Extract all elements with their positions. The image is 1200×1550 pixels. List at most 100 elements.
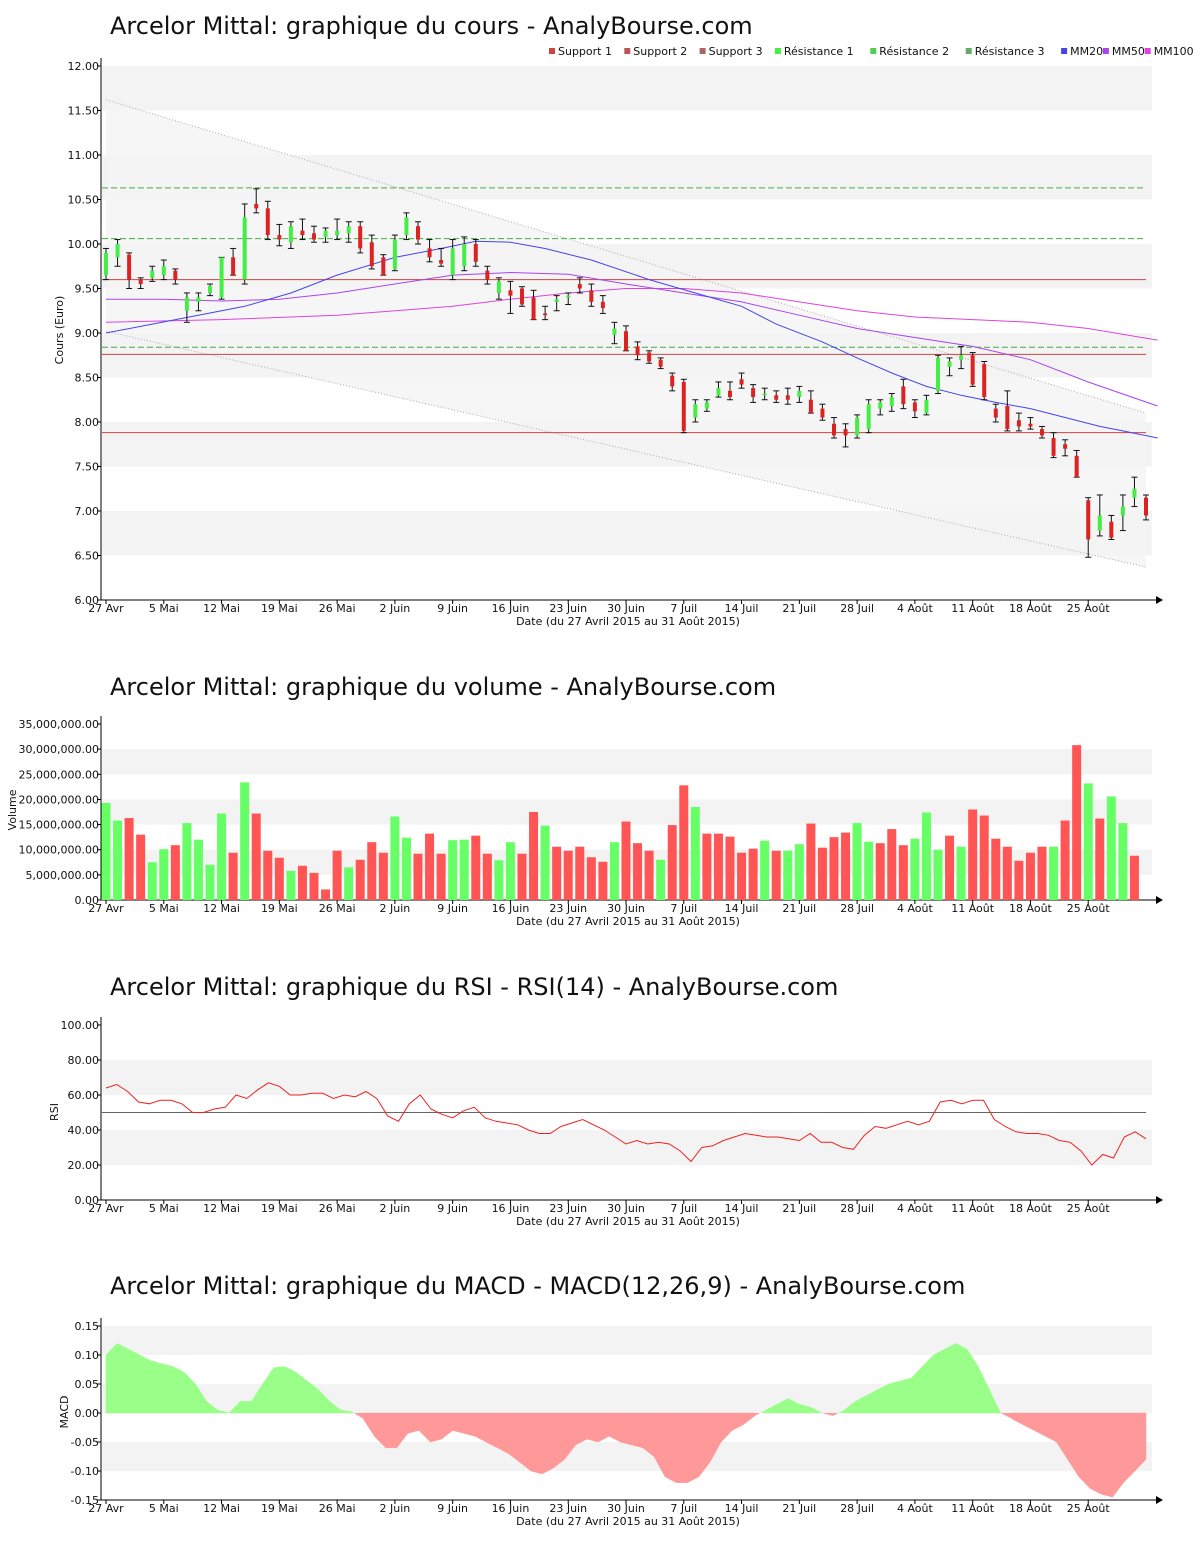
macd-x-tick-label: 14 Juil: [725, 1502, 759, 1515]
price-x-tick-label: 11 Août: [951, 602, 995, 615]
price-y-tick-label: 8.50: [75, 372, 100, 385]
price-candle-body: [254, 203, 259, 209]
price-x-tick-label: 30 Juin: [607, 602, 645, 615]
price-candle-body: [889, 397, 894, 406]
volume-bar: [864, 841, 874, 900]
price-candle-body: [832, 423, 836, 436]
price-x-tick-label: 23 Juin: [549, 602, 587, 615]
price-legend-swatch: [624, 48, 631, 54]
volume-bar: [240, 782, 250, 900]
price-candle-body: [797, 390, 802, 398]
macd-negative-area: [430, 1412, 442, 1443]
macd-positive-area: [184, 1371, 196, 1414]
volume-bar: [471, 835, 481, 900]
price-candle-body: [647, 352, 652, 362]
price-candle-body: [693, 404, 698, 418]
price-y-tick-label: 7.00: [75, 505, 100, 518]
volume-bar: [667, 825, 677, 900]
macd-negative-area: [1033, 1412, 1046, 1437]
macd-positive-area: [150, 1360, 163, 1414]
price-date-caption: Date (du 27 Avril 2015 au 31 Août 2015): [516, 615, 740, 628]
price-candle-body: [1120, 506, 1125, 516]
price-candle-body: [566, 295, 571, 298]
price-candle-body: [901, 386, 906, 405]
volume-x-tick-label: 19 Mai: [261, 902, 298, 915]
volume-bar: [482, 853, 492, 900]
macd-positive-area: [128, 1348, 140, 1414]
macd-x-tick-label: 26 Mai: [319, 1502, 356, 1515]
rsi-x-tick-label: 12 Mai: [203, 1202, 240, 1215]
price-x-tick-label: 27 Avr: [88, 602, 124, 615]
price-candle-body: [138, 279, 143, 285]
price-candle-body: [115, 244, 120, 258]
macd-panel: -0.15 -0.10 -0.05 0.00 0.05 0.10 0.15 27 Avr 5 M…: [71, 1318, 1163, 1515]
price-candle-body: [416, 226, 420, 240]
macd-positive-area: [295, 1371, 308, 1414]
macd-y-tick-label: -0.10: [71, 1465, 99, 1478]
price-y-tick-label: 11.50: [68, 105, 100, 118]
macd-negative-area: [497, 1412, 509, 1455]
volume-y-tick-label: 25,000,000.00: [19, 768, 99, 781]
price-candle-body: [127, 254, 132, 280]
volume-bar: [956, 846, 966, 900]
price-candle-body: [1097, 515, 1102, 531]
macd-y-tick-label: -0.15: [71, 1494, 99, 1507]
macd-positive-area: [172, 1366, 185, 1414]
macd-x-tick-label: 11 Août: [951, 1502, 995, 1515]
macd-positive-area: [139, 1354, 151, 1414]
price-candle-body: [288, 226, 293, 243]
macd-positive-area: [262, 1366, 274, 1414]
price-y-tick-label: 11.00: [68, 149, 100, 162]
macd-positive-area: [966, 1348, 979, 1414]
macd-x-tick-label: 30 Juin: [607, 1502, 645, 1515]
price-candle-body: [878, 402, 883, 409]
macd-negative-area: [1078, 1412, 1091, 1490]
volume-bar: [459, 839, 469, 900]
volume-bar: [910, 838, 920, 900]
macd-negative-area: [676, 1412, 688, 1483]
rsi-x-tick-label: 14 Juil: [725, 1202, 759, 1215]
price-candle-body: [485, 270, 490, 280]
rsi-y-tick-label: 0.00: [75, 1194, 100, 1207]
macd-negative-area: [353, 1413, 364, 1419]
macd-negative-area: [821, 1413, 833, 1416]
price-candle-body: [1028, 423, 1033, 427]
macd-grid-band: [102, 1326, 1152, 1355]
rsi-x-tick-label: 9 Juin: [437, 1202, 468, 1215]
rsi-x-tick-label: 18 Août: [1009, 1202, 1053, 1215]
macd-negative-area: [463, 1412, 476, 1437]
macd-negative-area: [586, 1412, 599, 1443]
macd-date-caption: Date (du 27 Avril 2015 au 31 Août 2015): [516, 1515, 740, 1528]
macd-positive-area: [273, 1366, 286, 1414]
macd-positive-area: [217, 1409, 230, 1414]
price-candle-body: [739, 379, 744, 385]
price-candle-body: [1144, 497, 1148, 516]
volume-bar: [355, 859, 365, 900]
macd-negative-area: [832, 1413, 839, 1416]
rsi-x-tick-label: 25 Août: [1067, 1202, 1111, 1215]
volume-bar: [1002, 846, 1012, 900]
volume-x-tick-label: 23 Juin: [549, 902, 587, 915]
price-legend-swatch: [774, 48, 781, 54]
price-candle-body: [924, 399, 929, 414]
price-legend-swatch: [965, 48, 972, 54]
rsi-y-tick-label: 100.00: [61, 1019, 100, 1032]
price-candle-body: [150, 270, 155, 278]
macd-negative-area: [731, 1412, 744, 1431]
price-candle-body: [993, 408, 998, 418]
volume-bar: [147, 862, 157, 900]
price-candle-body: [751, 388, 756, 398]
macd-negative-area: [508, 1412, 521, 1463]
macd-negative-area: [608, 1412, 621, 1443]
price-panel: 6.00 6.50 7.00 7.50 8.00 8.50 9.00 9.50 10.00 10.…: [68, 45, 1194, 615]
macd-y-tick-label: -0.05: [71, 1436, 99, 1449]
price-candle-body: [912, 402, 917, 412]
price-candle-body: [531, 297, 536, 320]
macd-positive-area: [899, 1377, 912, 1414]
rsi-x-tick-label: 7 Juil: [670, 1202, 697, 1215]
macd-negative-area: [631, 1412, 644, 1449]
price-candle-body: [728, 390, 732, 398]
price-candle-body: [774, 395, 779, 400]
price-candle-body: [450, 248, 455, 276]
price-x-tick-label: 5 Mai: [149, 602, 179, 615]
